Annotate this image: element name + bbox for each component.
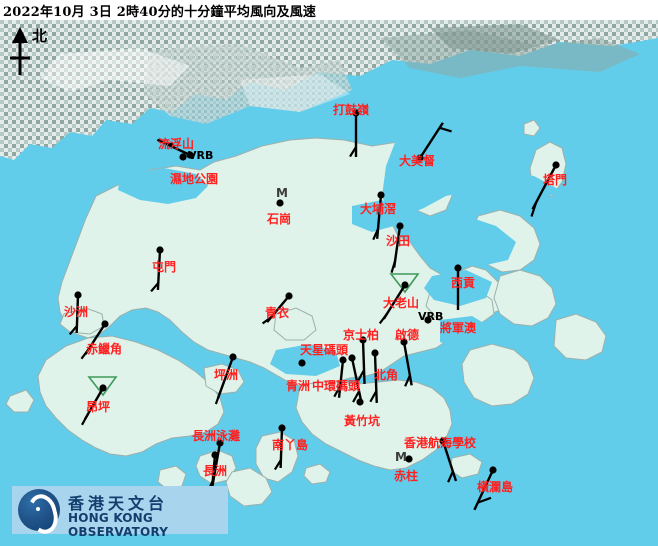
mainland-terrain (0, 20, 658, 160)
station-label-23: 黃竹坑 (344, 414, 381, 428)
wind-barb-shaft (373, 352, 378, 404)
wind-barb-feather (150, 282, 160, 293)
page-title: 2022年10月 3日 2時40分的十分鐘平均風向及風速 (3, 5, 317, 20)
wind-barb-feather (530, 201, 538, 217)
north-label: 北 (32, 27, 48, 45)
station-label-15: 啟德 (395, 328, 420, 342)
variable-wind-code: VRB (418, 310, 444, 323)
station-label-20: 青洲 (286, 379, 311, 393)
wind-barb-feather (369, 390, 378, 403)
wind-barb-feather (390, 260, 397, 273)
wind-barb-feather (273, 459, 282, 471)
hko-logo-icon (18, 489, 60, 531)
inland-water (118, 140, 560, 376)
wind-barb-feather (352, 390, 361, 403)
wind-barb-shaft (402, 341, 413, 386)
missing-data-code: M (395, 450, 407, 464)
wind-barb-feather (261, 316, 272, 325)
station-label-27: 香港航海學校 (404, 436, 477, 450)
station-label-14: 京士柏 (343, 328, 380, 342)
station-dot (276, 199, 284, 207)
station-dot (424, 316, 432, 324)
wind-barb-feather (68, 325, 78, 336)
wind-barb-feather (378, 313, 388, 325)
station-label-28: 赤柱 (394, 469, 419, 483)
wind-barb-shaft (350, 357, 363, 404)
wind-barb-shaft (441, 440, 458, 482)
north-arrow: 北 (6, 25, 76, 81)
station-label-26: 長洲 (203, 464, 228, 478)
station-label-21: 坪洲 (214, 368, 239, 382)
wind-barb-shaft (531, 164, 558, 210)
wind-barb-shaft (361, 339, 366, 385)
station-label-16: 將軍澳 (440, 321, 477, 335)
gale-triangle-icon (389, 273, 420, 294)
wind-barb-feather (333, 385, 342, 398)
wind-barb-feather (214, 390, 222, 405)
wind-barb-feather (162, 141, 174, 146)
station-label-12: 青衣 (265, 306, 290, 320)
wind-barb-feather (477, 496, 492, 504)
station-label-18: 北角 (374, 368, 399, 382)
station-label-9: 西貢 (451, 276, 476, 290)
wind-barb-feather (80, 348, 90, 360)
wind-barb-shaft (382, 284, 407, 320)
station-label-4: 大美督 (399, 154, 436, 168)
station-dot (405, 455, 413, 463)
title-bar: 2022年10月 3日 2時40分的十分鐘平均風向及風速 (0, 0, 658, 20)
station-label-13: 赤鱲角 (86, 342, 123, 356)
station-label-11: 沙洲 (64, 305, 89, 319)
station-label-10: 大老山 (383, 296, 420, 310)
station-dot (298, 359, 306, 367)
station-label-22: 昂坪 (86, 400, 111, 414)
station-label-25: 南丫島 (272, 438, 309, 452)
station-label-17: 天星碼頭 (300, 343, 349, 357)
wind-barb-feather (404, 375, 411, 387)
wind-barb-shaft (418, 122, 444, 159)
north-arrow-icon (10, 27, 30, 75)
wind-barb-feather (349, 146, 357, 158)
station-dot (356, 398, 364, 406)
wind-barb-feather (447, 470, 454, 483)
wind-barb-shaft (337, 359, 345, 398)
station-label-5: 大埔滘 (360, 202, 397, 216)
station-label-7: 沙田 (386, 234, 411, 248)
logo-name-en: HONG KONG OBSERVATORY (68, 511, 169, 539)
logo-name-cn: 香港天文台 (68, 494, 169, 513)
variable-wind-code: VRB (188, 149, 214, 162)
station-label-29: 橫瀾島 (477, 480, 514, 494)
station-label-6: 石崗 (267, 212, 292, 226)
wind-barb-feather (372, 228, 380, 241)
station-label-3: 塔門 (543, 173, 568, 187)
hko-logo: 香港天文台 HONG KONG OBSERVATORY (12, 486, 228, 539)
missing-data-code: M (276, 186, 288, 200)
station-label-2: 濕地公園 (170, 172, 219, 186)
wind-barb-layer (68, 109, 560, 511)
station-dot (179, 153, 187, 161)
station-label-0: 打鼓嶺 (333, 103, 370, 117)
station-dot (454, 264, 462, 272)
gale-triangle-icon (87, 376, 118, 397)
map-geography (0, 20, 658, 546)
wind-barb-shaft (473, 469, 495, 511)
wind-barb-feather (357, 369, 366, 382)
station-label-8: 屯門 (152, 260, 177, 274)
wind-barb-feather (81, 413, 89, 426)
station-label-1: 流浮山 (158, 137, 195, 151)
hong-kong-wind-map: 北 打鼓嶺 流浮山 VRB 濕地公園 塔門 大美督 大埔滘 M 石崗 沙田 屯門 西貢 大老山 沙洲 青衣赤… (0, 20, 658, 546)
station-label-24: 長洲泳灘 (192, 429, 241, 443)
station-label-19: 中環碼頭 (312, 379, 361, 393)
wind-barb-feather (439, 126, 452, 133)
